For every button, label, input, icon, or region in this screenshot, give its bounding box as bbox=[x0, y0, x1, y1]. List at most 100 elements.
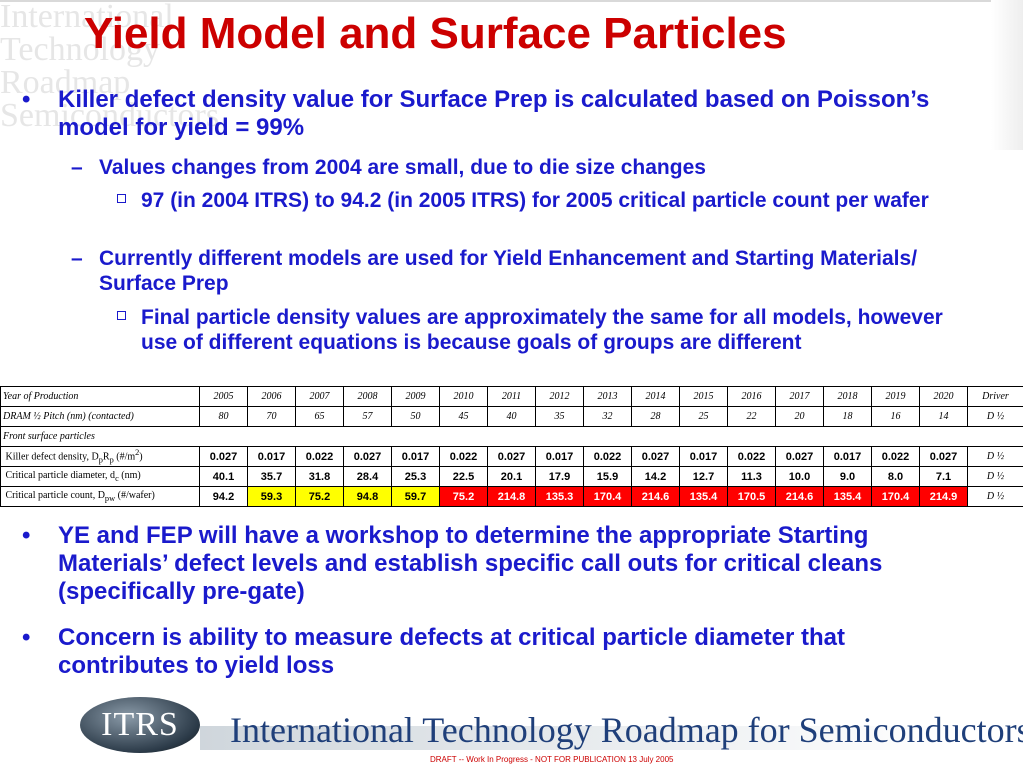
count-cell: 135.4 bbox=[679, 486, 728, 507]
year-cell: 2017 bbox=[775, 386, 824, 407]
count-cell: 75.2 bbox=[295, 486, 344, 507]
diameter-cell: 20.1 bbox=[487, 466, 536, 487]
year-cell: 2013 bbox=[583, 386, 632, 407]
pitch-cell: 45 bbox=[439, 406, 488, 427]
bullet-text: 97 (in 2004 ITRS) to 94.2 (in 2005 ITRS)… bbox=[141, 189, 929, 212]
killer-cell: 0.027 bbox=[199, 446, 248, 467]
diameter-cell: 10.0 bbox=[775, 466, 824, 487]
pitch-cell: 18 bbox=[823, 406, 872, 427]
count-cell: 214.6 bbox=[631, 486, 680, 507]
diameter-cell: 7.1 bbox=[919, 466, 968, 487]
background-top-line bbox=[0, 0, 1023, 2]
row-label: Year of Production bbox=[0, 386, 200, 407]
pitch-cell: 80 bbox=[199, 406, 248, 427]
driver-cell: D ½ bbox=[967, 486, 1023, 507]
row-label: Critical particle count, Dpw (#/wafer) bbox=[0, 486, 200, 507]
year-cell: 2014 bbox=[631, 386, 680, 407]
bullet-text: Currently different models are used for … bbox=[99, 247, 918, 295]
bullet-dot-icon: • bbox=[22, 522, 31, 549]
driver-cell: D ½ bbox=[967, 466, 1023, 487]
label-text: Critical particle count, D bbox=[5, 490, 105, 501]
row-label: Critical particle diameter, dc (nm) bbox=[0, 466, 200, 487]
diameter-cell: 12.7 bbox=[679, 466, 728, 487]
label-text: (#/wafer) bbox=[115, 490, 155, 501]
slide-title: Yield Model and Surface Particles bbox=[84, 9, 787, 58]
diameter-cell: 35.7 bbox=[247, 466, 296, 487]
killer-cell: 0.027 bbox=[631, 446, 680, 467]
killer-cell: 0.022 bbox=[583, 446, 632, 467]
diameter-cell: 25.3 bbox=[391, 466, 440, 487]
year-cell: 2020 bbox=[919, 386, 968, 407]
bullet-square-icon bbox=[117, 311, 126, 320]
year-cell: 2018 bbox=[823, 386, 872, 407]
pitch-cell: 16 bbox=[871, 406, 920, 427]
label-sub: c bbox=[115, 474, 119, 483]
diameter-cell: 31.8 bbox=[295, 466, 344, 487]
killer-cell: 0.027 bbox=[919, 446, 968, 467]
year-cell: 2010 bbox=[439, 386, 488, 407]
bullet-dot-icon: • bbox=[22, 86, 31, 113]
bullet-text: YE and FEP will have a workshop to deter… bbox=[58, 522, 883, 605]
table-row-count: Critical particle count, Dpw (#/wafer) 9… bbox=[0, 486, 1023, 507]
killer-cell: 0.017 bbox=[823, 446, 872, 467]
year-cell: 2008 bbox=[343, 386, 392, 407]
driver-cell: D ½ bbox=[967, 406, 1023, 427]
section-label: Front surface particles bbox=[0, 426, 1023, 447]
count-cell: 214.6 bbox=[775, 486, 824, 507]
bullet-level2: – Values changes from 2004 are small, du… bbox=[71, 155, 979, 180]
label-sub: p bbox=[109, 455, 114, 465]
label-sub: p bbox=[98, 455, 103, 465]
label-text: ) bbox=[139, 451, 143, 463]
diameter-cell: 40.1 bbox=[199, 466, 248, 487]
diameter-cell: 28.4 bbox=[343, 466, 392, 487]
year-cell: 2012 bbox=[535, 386, 584, 407]
year-cell: 2005 bbox=[199, 386, 248, 407]
roadmap-banner: International Technology Roadmap for Sem… bbox=[230, 710, 1023, 750]
draft-notice: DRAFT -- Work In Progress - NOT FOR PUBL… bbox=[430, 755, 674, 764]
table-row-killer: Killer defect density, DpRp (#/m2) 0.027… bbox=[0, 446, 1023, 467]
count-cell: 75.2 bbox=[439, 486, 488, 507]
table-row-years: Year of Production 2005 2006 2007 2008 2… bbox=[0, 386, 1023, 407]
killer-cell: 0.027 bbox=[343, 446, 392, 467]
count-cell: 94.2 bbox=[199, 486, 248, 507]
pitch-cell: 28 bbox=[631, 406, 680, 427]
diameter-cell: 8.0 bbox=[871, 466, 920, 487]
year-cell: 2009 bbox=[391, 386, 440, 407]
row-label: DRAM ½ Pitch (nm) (contacted) bbox=[0, 406, 200, 427]
count-cell: 59.7 bbox=[391, 486, 440, 507]
bullet-level1: • YE and FEP will have a workshop to det… bbox=[22, 522, 958, 606]
itrs-logo: ITRS bbox=[80, 697, 200, 753]
bullet-dot-icon: • bbox=[22, 624, 31, 651]
bullet-text: Values changes from 2004 are small, due … bbox=[99, 156, 706, 179]
watermark-line: Semiconductors bbox=[0, 97, 220, 134]
year-cell: 2016 bbox=[727, 386, 776, 407]
bullet-level2: – Currently different models are used fo… bbox=[71, 246, 959, 296]
bullet-level3: Final particle density values are approx… bbox=[117, 305, 971, 355]
pitch-cell: 14 bbox=[919, 406, 968, 427]
killer-cell: 0.022 bbox=[727, 446, 776, 467]
background-watermark: International Technology Roadmap Semicon… bbox=[0, 0, 330, 190]
diameter-cell: 11.3 bbox=[727, 466, 776, 487]
pitch-cell: 65 bbox=[295, 406, 344, 427]
killer-cell: 0.022 bbox=[439, 446, 488, 467]
diameter-cell: 15.9 bbox=[583, 466, 632, 487]
count-cell: 170.5 bbox=[727, 486, 776, 507]
bullet-level1: • Concern is ability to measure defects … bbox=[22, 624, 938, 680]
watermark-line: Technology bbox=[0, 31, 161, 68]
label-text: Critical particle diameter, d bbox=[5, 470, 116, 481]
table-row-section: Front surface particles bbox=[0, 426, 1023, 447]
diameter-cell: 9.0 bbox=[823, 466, 872, 487]
count-cell: 214.9 bbox=[919, 486, 968, 507]
bullet-text: Final particle density values are approx… bbox=[141, 306, 943, 354]
pitch-cell: 40 bbox=[487, 406, 536, 427]
bullet-level1: • Killer defect density value for Surfac… bbox=[22, 86, 958, 142]
pitch-cell: 32 bbox=[583, 406, 632, 427]
row-label: Killer defect density, DpRp (#/m2) bbox=[0, 446, 200, 467]
count-cell: 170.4 bbox=[871, 486, 920, 507]
diameter-cell: 14.2 bbox=[631, 466, 680, 487]
bullet-text: Concern is ability to measure defects at… bbox=[58, 624, 845, 679]
pitch-cell: 22 bbox=[727, 406, 776, 427]
count-cell: 135.3 bbox=[535, 486, 584, 507]
count-cell: 170.4 bbox=[583, 486, 632, 507]
table-row-diameter: Critical particle diameter, dc (nm) 40.1… bbox=[0, 466, 1023, 487]
